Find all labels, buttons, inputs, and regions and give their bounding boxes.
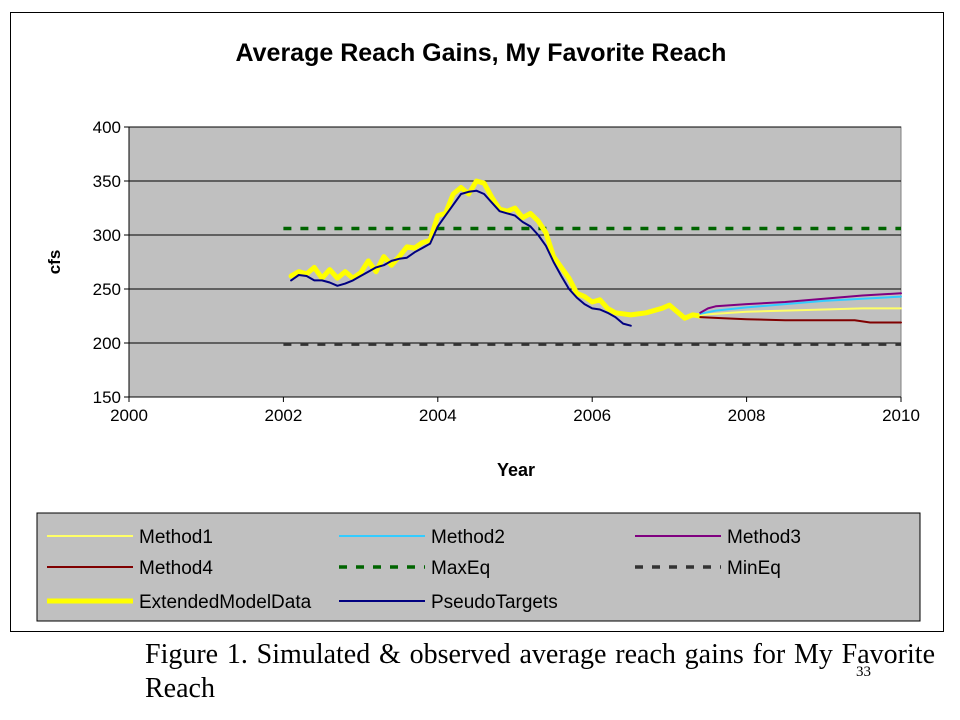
legend-label-method3: Method3 [727, 527, 801, 548]
page-number: 33 [856, 664, 871, 680]
y-tick-label: 300 [93, 226, 121, 245]
y-tick-label: 150 [93, 388, 121, 407]
legend-label-extendedmodeldata: ExtendedModelData [139, 592, 312, 613]
series-extendedmodeldata-line [288, 178, 703, 321]
series-method2-line [699, 295, 902, 315]
legend-label-pseudotargets: PseudoTargets [431, 592, 558, 613]
y-tick-label: 350 [93, 172, 121, 191]
x-tick-label: 2006 [573, 406, 611, 425]
series-method4-line [699, 316, 902, 324]
legend-label-mineq: MinEq [727, 558, 781, 579]
legend-box [36, 512, 921, 622]
chart-title: Average Reach Gains, My Favorite Reach [236, 39, 727, 67]
series-pseudotargets-line [290, 189, 632, 327]
x-tick-label: 2010 [882, 406, 920, 425]
series-method1-line [699, 307, 902, 316]
y-tick-label: 200 [93, 334, 121, 353]
y-axis-label: cfs [45, 250, 64, 275]
plot-area [128, 126, 902, 398]
y-tick-label: 250 [93, 280, 121, 299]
legend: Method1 Method2 Method3 Method4 MaxEq MinEq Ex… [47, 527, 801, 613]
x-tick-label: 2008 [728, 406, 766, 425]
series-method3-line [699, 292, 902, 314]
y-tick-label: 400 [93, 118, 121, 137]
x-tick-label: 2000 [110, 406, 148, 425]
legend-label-maxeq: MaxEq [431, 558, 490, 579]
legend-label-method1: Method1 [139, 527, 213, 548]
x-tick-label: 2002 [264, 406, 302, 425]
figure-caption: Figure 1. Simulated & observed average r… [145, 639, 935, 704]
x-tick-label: 2004 [419, 406, 457, 425]
x-axis-label: Year [497, 460, 535, 480]
legend-label-method4: Method4 [139, 558, 213, 579]
chart-frame: Average Reach Gains, My Favorite Reach 4… [10, 12, 944, 632]
legend-label-method2: Method2 [431, 527, 505, 548]
series-layer [283, 178, 902, 346]
chart-svg: Average Reach Gains, My Favorite Reach 4… [36, 39, 921, 622]
